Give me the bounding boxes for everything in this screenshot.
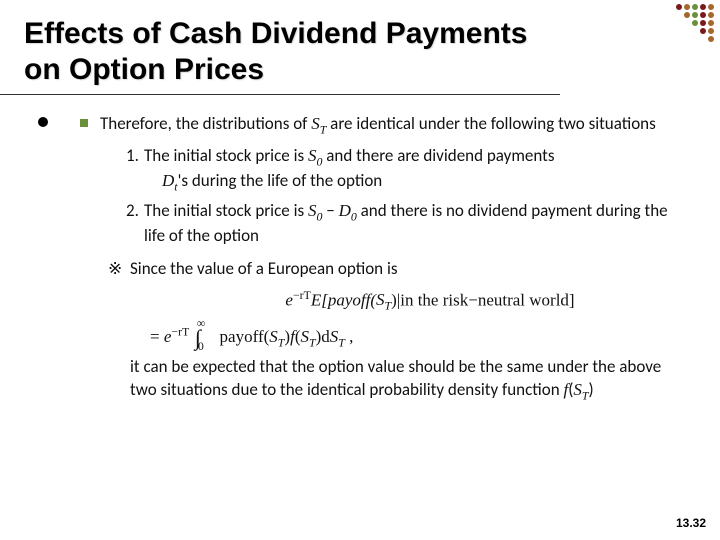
deco-dot-icon (708, 4, 714, 10)
deco-dot-icon (700, 4, 706, 10)
deco-dot-icon (692, 12, 698, 18)
list-number: 1. (126, 145, 139, 168)
deco-dot-icon (708, 36, 714, 42)
list-item: 1. The initial stock price is S0 and the… (126, 145, 690, 194)
deco-dot-icon (684, 12, 690, 18)
deco-dot-icon (700, 28, 706, 34)
reference-mark-icon: ※ (108, 258, 122, 281)
deco-dot-icon (692, 20, 698, 26)
note-tail: it can be expected that the option value… (130, 356, 690, 403)
bullet-dot-icon (38, 117, 48, 127)
deco-dot-icon (684, 4, 690, 10)
content-area: Therefore, the distributions of ST are i… (0, 95, 720, 404)
slide-title: Effects of Cash Dividend Payments on Opt… (24, 16, 546, 88)
note-block: ※ Since the value of a European option i… (108, 258, 690, 404)
note-line: Since the value of a European option is (130, 258, 398, 279)
numbered-list: 1. The initial stock price is S0 and the… (126, 145, 690, 247)
deco-dot-icon (708, 28, 714, 34)
formula-1: e−rTE[payoff(ST)|in the risk−neutral wor… (170, 287, 690, 314)
list-item: 2. The initial stock price is S0 − D0 an… (126, 200, 690, 247)
corner-decoration (676, 4, 714, 42)
lead-text: Therefore, the distributions of ST are i… (100, 113, 690, 137)
bullet-square-icon (80, 119, 88, 127)
list-number: 2. (126, 200, 139, 223)
title-container: Effects of Cash Dividend Payments on Opt… (0, 0, 560, 95)
deco-dot-icon (700, 12, 706, 18)
deco-dot-icon (692, 4, 698, 10)
deco-dot-icon (708, 20, 714, 26)
page-number: 13.32 (676, 516, 706, 530)
deco-dot-icon (708, 12, 714, 18)
deco-dot-icon (676, 4, 682, 10)
formula-2: = e−rT ∫0∞ payoff(ST)f(ST)dST , (150, 320, 690, 350)
deco-dot-icon (700, 20, 706, 26)
